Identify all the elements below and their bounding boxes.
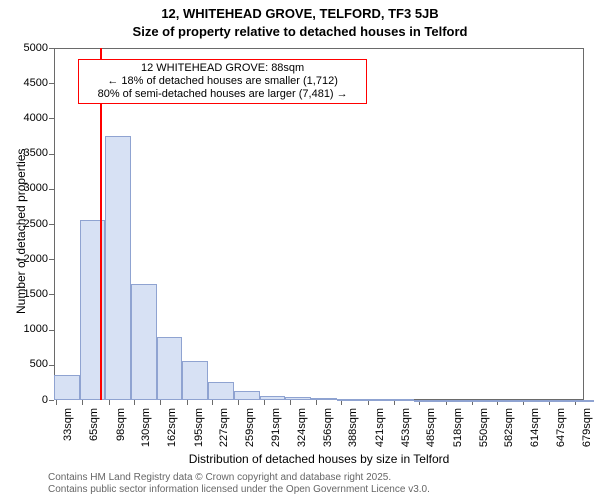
y-tick xyxy=(49,365,54,366)
y-tick xyxy=(49,224,54,225)
histogram-bar xyxy=(439,400,465,402)
histogram-bar xyxy=(234,391,260,400)
x-tick xyxy=(82,400,83,405)
callout-line: 12 WHITEHEAD GROVE: 88sqm xyxy=(83,62,362,75)
x-tick-label: 227sqm xyxy=(218,408,230,468)
y-tick-label: 0 xyxy=(8,394,48,406)
y-tick xyxy=(49,189,54,190)
callout-line: 80% of semi-detached houses are larger (… xyxy=(83,88,362,101)
histogram-bar xyxy=(182,361,208,400)
y-tick-label: 4500 xyxy=(8,77,48,89)
x-tick xyxy=(264,400,265,405)
x-tick-label: 65sqm xyxy=(88,408,100,468)
histogram-bar xyxy=(157,337,183,400)
attribution-line-1: Contains HM Land Registry data © Crown c… xyxy=(48,472,430,484)
y-tick xyxy=(49,83,54,84)
x-tick xyxy=(160,400,161,405)
x-tick-label: 98sqm xyxy=(115,408,127,468)
y-tick-label: 3000 xyxy=(8,182,48,194)
chart-title-main: 12, WHITEHEAD GROVE, TELFORD, TF3 5JB xyxy=(0,6,600,21)
x-tick-label: 647sqm xyxy=(555,408,567,468)
x-tick xyxy=(316,400,317,405)
histogram-bar xyxy=(105,136,131,400)
histogram-bar xyxy=(491,400,517,402)
y-tick xyxy=(49,48,54,49)
x-tick-label: 679sqm xyxy=(581,408,593,468)
x-tick xyxy=(187,400,188,405)
x-tick-label: 614sqm xyxy=(529,408,541,468)
y-tick-label: 1000 xyxy=(8,323,48,335)
y-tick-label: 3500 xyxy=(8,147,48,159)
x-tick-label: 162sqm xyxy=(166,408,178,468)
x-tick-label: 259sqm xyxy=(244,408,256,468)
callout-line: ← 18% of detached houses are smaller (1,… xyxy=(83,75,362,88)
y-tick xyxy=(49,294,54,295)
histogram-bar xyxy=(54,375,80,400)
y-tick xyxy=(49,259,54,260)
y-tick-label: 2500 xyxy=(8,218,48,230)
histogram-bar xyxy=(568,400,594,402)
y-tick-label: 5000 xyxy=(8,42,48,54)
x-tick-label: 485sqm xyxy=(425,408,437,468)
x-tick xyxy=(290,400,291,405)
y-tick-label: 2000 xyxy=(8,253,48,265)
attribution-line-2: Contains public sector information licen… xyxy=(48,484,430,496)
x-tick-label: 33sqm xyxy=(62,408,74,468)
x-tick-label: 421sqm xyxy=(374,408,386,468)
histogram-bar xyxy=(311,398,337,400)
histogram-bar xyxy=(260,396,286,400)
y-tick-label: 4000 xyxy=(8,112,48,124)
x-tick-label: 388sqm xyxy=(347,408,359,468)
x-tick xyxy=(238,400,239,405)
histogram-bar xyxy=(517,400,543,402)
x-tick xyxy=(134,400,135,405)
histogram-bar xyxy=(362,399,388,401)
x-tick-label: 550sqm xyxy=(478,408,490,468)
y-tick xyxy=(49,154,54,155)
histogram-bar xyxy=(208,382,234,400)
x-tick xyxy=(212,400,213,405)
x-tick xyxy=(56,400,57,405)
y-tick xyxy=(49,330,54,331)
histogram-bar xyxy=(465,400,491,402)
x-tick-label: 324sqm xyxy=(296,408,308,468)
histogram-bar xyxy=(285,397,311,400)
histogram-bar xyxy=(337,399,363,401)
y-tick-label: 1500 xyxy=(8,288,48,300)
y-tick-label: 500 xyxy=(8,358,48,370)
histogram-bar xyxy=(388,399,414,401)
x-tick-label: 453sqm xyxy=(400,408,412,468)
chart-title-sub: Size of property relative to detached ho… xyxy=(0,24,600,39)
x-tick-label: 582sqm xyxy=(503,408,515,468)
x-tick-label: 356sqm xyxy=(322,408,334,468)
x-tick-label: 518sqm xyxy=(452,408,464,468)
x-tick xyxy=(109,400,110,405)
x-tick-label: 195sqm xyxy=(193,408,205,468)
histogram-bar xyxy=(414,400,440,402)
histogram-bar xyxy=(131,284,157,400)
y-tick xyxy=(49,400,54,401)
attribution-text: Contains HM Land Registry data © Crown c… xyxy=(48,472,430,495)
property-callout: 12 WHITEHEAD GROVE: 88sqm← 18% of detach… xyxy=(78,59,367,104)
x-tick-label: 130sqm xyxy=(140,408,152,468)
histogram-bar xyxy=(542,400,568,402)
property-size-histogram: 12, WHITEHEAD GROVE, TELFORD, TF3 5JB Si… xyxy=(0,0,600,500)
x-tick-label: 291sqm xyxy=(270,408,282,468)
y-tick xyxy=(49,118,54,119)
